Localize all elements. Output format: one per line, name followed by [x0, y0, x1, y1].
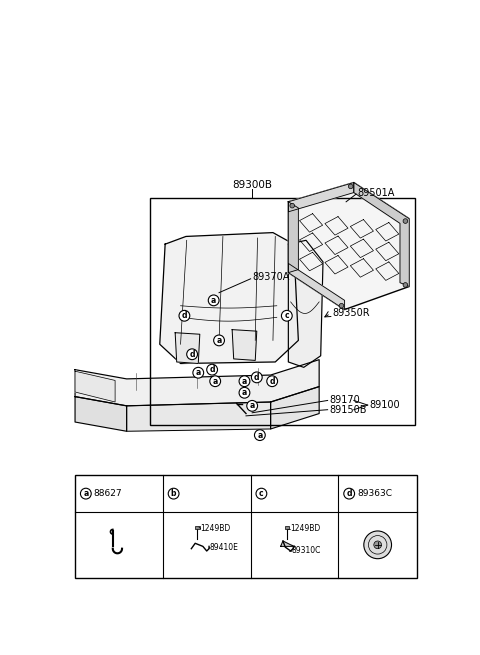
Polygon shape: [288, 263, 345, 310]
Text: d: d: [269, 377, 275, 386]
Text: 89310C: 89310C: [291, 546, 321, 555]
Circle shape: [364, 531, 392, 559]
Text: a: a: [83, 489, 88, 498]
Circle shape: [208, 295, 219, 306]
Circle shape: [247, 400, 258, 411]
Text: a: a: [216, 336, 222, 345]
Text: d: d: [181, 311, 187, 320]
Text: c: c: [285, 311, 289, 320]
Text: d: d: [347, 489, 352, 498]
Polygon shape: [75, 371, 115, 402]
Text: a: a: [257, 430, 263, 440]
Circle shape: [210, 376, 221, 386]
Circle shape: [281, 310, 292, 321]
Text: d: d: [209, 365, 215, 374]
Text: a: a: [242, 377, 247, 386]
Circle shape: [168, 488, 179, 499]
Text: a: a: [250, 402, 255, 410]
Circle shape: [214, 335, 225, 346]
Polygon shape: [127, 402, 271, 431]
Circle shape: [239, 376, 250, 386]
Polygon shape: [75, 397, 127, 431]
Text: 89150B: 89150B: [329, 405, 367, 415]
Text: b: b: [171, 489, 176, 498]
Polygon shape: [288, 183, 354, 212]
Circle shape: [348, 184, 353, 189]
Circle shape: [403, 219, 408, 223]
Bar: [195, 527, 200, 529]
Circle shape: [254, 430, 265, 441]
Text: 88627: 88627: [94, 489, 122, 498]
Circle shape: [339, 303, 344, 308]
Circle shape: [239, 387, 250, 398]
Polygon shape: [288, 183, 409, 310]
Circle shape: [207, 364, 217, 375]
Polygon shape: [232, 329, 257, 360]
Bar: [75, 475, 417, 578]
Circle shape: [290, 203, 295, 208]
Text: 89501A: 89501A: [358, 187, 395, 198]
Circle shape: [256, 488, 267, 499]
Text: d: d: [254, 373, 260, 382]
Polygon shape: [160, 233, 299, 364]
Polygon shape: [175, 333, 200, 364]
Circle shape: [193, 367, 204, 378]
Text: 89363C: 89363C: [357, 489, 392, 498]
Polygon shape: [281, 541, 295, 546]
Polygon shape: [271, 386, 319, 429]
Bar: [285, 527, 289, 529]
Polygon shape: [354, 183, 409, 286]
Polygon shape: [288, 202, 299, 272]
Text: 1249BD: 1249BD: [290, 524, 320, 533]
Circle shape: [81, 488, 91, 499]
Circle shape: [403, 283, 408, 288]
Text: a: a: [196, 368, 201, 377]
Text: 89370A: 89370A: [252, 272, 289, 282]
Text: a: a: [211, 296, 216, 305]
Text: 1249BD: 1249BD: [201, 524, 231, 533]
Text: a: a: [242, 388, 247, 398]
Polygon shape: [75, 360, 319, 406]
Circle shape: [344, 488, 355, 499]
Text: c: c: [259, 489, 264, 498]
Text: 89100: 89100: [369, 400, 400, 410]
Text: a: a: [213, 377, 218, 386]
Text: 89300B: 89300B: [232, 180, 272, 190]
Circle shape: [267, 376, 277, 386]
Circle shape: [252, 372, 262, 383]
Circle shape: [179, 310, 190, 321]
Circle shape: [374, 541, 382, 549]
Circle shape: [187, 349, 197, 360]
Polygon shape: [288, 240, 323, 367]
Text: 89170: 89170: [329, 396, 360, 405]
Text: d: d: [189, 350, 195, 359]
Bar: [150, 198, 415, 425]
Text: 89350R: 89350R: [332, 309, 370, 318]
Text: 89410E: 89410E: [210, 542, 239, 552]
